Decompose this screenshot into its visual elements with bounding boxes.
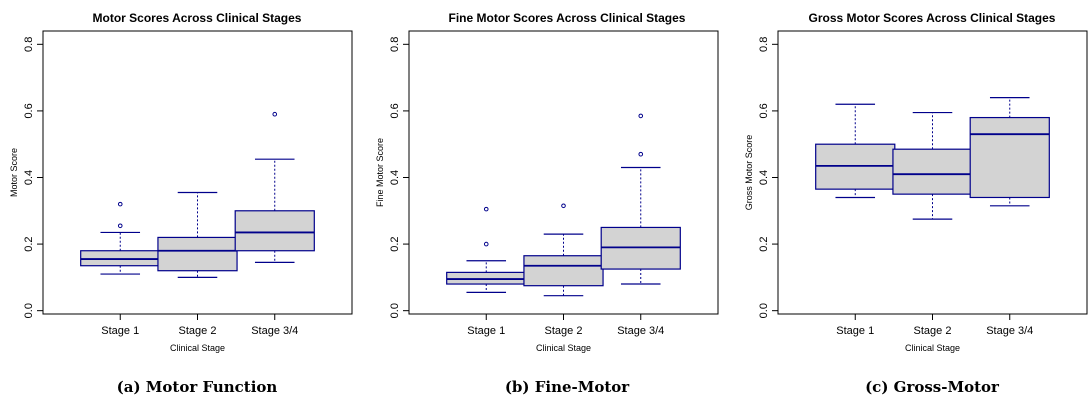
y-axis-label: Motor Score: [9, 148, 19, 197]
outlier-point: [272, 111, 278, 117]
box-2: Stage 2: [523, 203, 604, 337]
y-tick-label: 0.4: [758, 170, 770, 185]
outlier-point: [561, 203, 566, 209]
y-tick-label: 0.4: [389, 170, 401, 185]
y-axis-label: Gross Motor Score: [744, 135, 754, 211]
y-tick-label: 0.2: [389, 236, 401, 251]
iqr-box: [969, 116, 1050, 199]
x-tick-label: Stage 2: [545, 325, 583, 337]
iqr-box: [157, 236, 238, 272]
y-tick-label: 0.2: [758, 236, 770, 251]
y-tick-label: 0.6: [389, 103, 401, 118]
y-tick-label: 0.6: [758, 103, 770, 118]
outlier-point: [638, 113, 644, 119]
y-axis-label: Fine Motor Score: [375, 138, 385, 207]
outlier-point: [638, 151, 644, 157]
x-tick-label: Stage 1: [836, 325, 874, 337]
box-1: Stage 1: [815, 103, 896, 337]
y-tick-label: 0.6: [23, 103, 35, 118]
x-axis-label: Clinical Stage: [170, 343, 225, 353]
box-1: Stage 1: [446, 206, 527, 337]
y-tick-label: 0.0: [389, 303, 401, 318]
iqr-box: [523, 255, 604, 287]
x-tick-label: Stage 1: [101, 325, 139, 337]
x-tick-label: Stage 2: [914, 325, 952, 337]
x-tick-label: Stage 3/4: [251, 325, 298, 337]
x-tick-label: Stage 3/4: [986, 325, 1033, 337]
outlier-point: [483, 206, 489, 212]
box-1: Stage 1: [80, 201, 161, 337]
chart-title: Gross Motor Scores Across Clinical Stage…: [809, 11, 1056, 25]
chart-panel-2: Fine Motor Scores Across Clinical Stages…: [375, 11, 719, 353]
x-tick-label: Stage 1: [467, 325, 505, 337]
subfigure-caption: (b) Fine-Motor: [504, 378, 630, 396]
iqr-box: [892, 148, 973, 195]
box-2: Stage 2: [892, 111, 973, 337]
y-tick-label: 0.4: [23, 170, 35, 185]
chart-panel-1: Motor Scores Across Clinical Stages 0.0 0.…: [9, 11, 353, 353]
x-axis-label: Clinical Stage: [905, 343, 960, 353]
x-tick-label: Stage 3/4: [617, 325, 664, 337]
box-3: Stage 3/4: [600, 113, 681, 337]
outlier-point: [117, 201, 123, 207]
outlier-point: [483, 241, 489, 247]
chart-title: Fine Motor Scores Across Clinical Stages: [449, 11, 686, 25]
y-tick-label: 0.8: [389, 37, 401, 52]
chart-panel-3: Gross Motor Scores Across Clinical Stage…: [744, 11, 1088, 353]
iqr-box: [234, 210, 315, 252]
subfigure-caption: (a) Motor Function: [116, 378, 278, 396]
y-tick-label: 0.8: [758, 37, 770, 52]
y-tick-label: 0.2: [23, 236, 35, 251]
y-tick-label: 0.0: [758, 303, 770, 318]
box-2: Stage 2: [157, 191, 238, 337]
subfigure-caption: (c) Gross-Motor: [865, 378, 999, 396]
y-tick-label: 0.0: [23, 303, 35, 318]
x-axis-label: Clinical Stage: [536, 343, 591, 353]
y-tick-label: 0.8: [23, 37, 35, 52]
chart-title: Motor Scores Across Clinical Stages: [93, 11, 302, 25]
box-3: Stage 3/4: [969, 96, 1050, 337]
x-tick-label: Stage 2: [179, 325, 217, 337]
outlier-point: [117, 223, 123, 229]
box-3: Stage 3/4: [234, 111, 315, 337]
